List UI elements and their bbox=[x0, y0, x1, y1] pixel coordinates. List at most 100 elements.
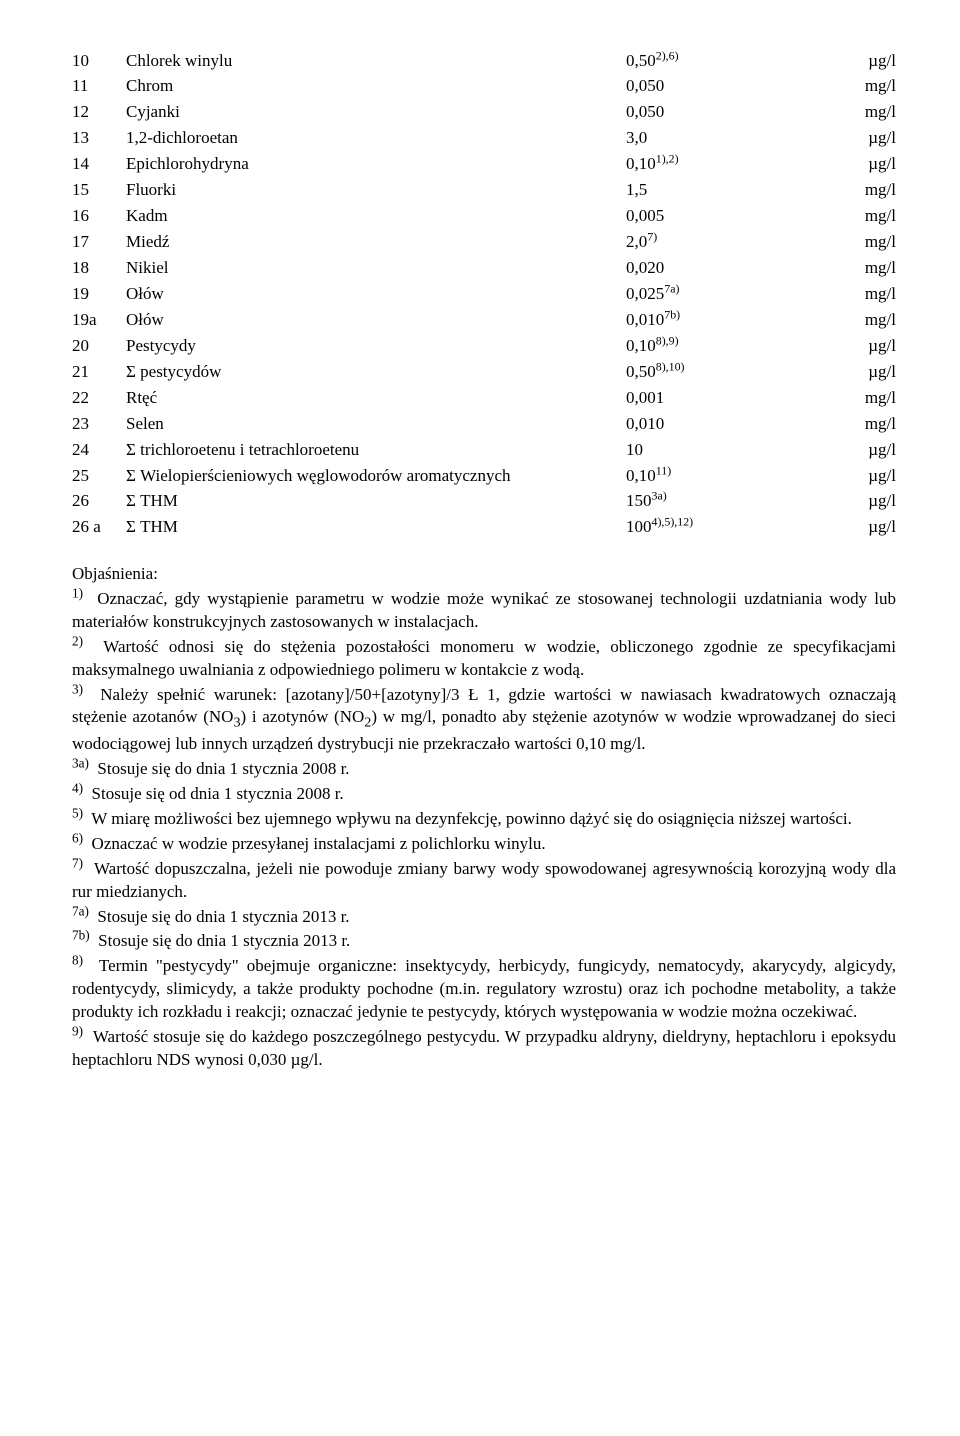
note-lead: 6) bbox=[72, 830, 83, 845]
table-row: 14Epichlorohydryna0,101),2)µg/l bbox=[72, 152, 896, 178]
table-row: 11Chrom0,050mg/l bbox=[72, 74, 896, 100]
table-row: 12Cyjanki0,050mg/l bbox=[72, 100, 896, 126]
parameter-value: 0,101),2) bbox=[626, 152, 806, 178]
parameter-name: Pestycydy bbox=[126, 333, 626, 359]
row-number: 14 bbox=[72, 152, 126, 178]
note-lead: 2) bbox=[72, 633, 83, 648]
value-superscript: 7) bbox=[647, 229, 657, 243]
table-row: 19aOłów0,0107b)mg/l bbox=[72, 307, 896, 333]
note-lead: 8) bbox=[72, 953, 83, 968]
note: 1) Oznaczać, gdy wystąpienie parametru w… bbox=[72, 588, 896, 634]
parameter-unit: mg/l bbox=[806, 385, 896, 411]
table-row: 26 aΣ THM1004),5),12)µg/l bbox=[72, 515, 896, 541]
row-number: 23 bbox=[72, 411, 126, 437]
value-superscript: 3a) bbox=[652, 489, 667, 503]
table-row: 16Kadm0,005mg/l bbox=[72, 204, 896, 230]
parameter-value: 1,5 bbox=[626, 178, 806, 204]
note: 8) Termin "pestycydy" obejmuje organiczn… bbox=[72, 955, 896, 1024]
parameter-name: Σ pestycydów bbox=[126, 359, 626, 385]
table-row: 24Σ trichloroetenu i tetrachloroetenu10µ… bbox=[72, 437, 896, 463]
value-superscript: 7a) bbox=[664, 281, 679, 295]
row-number: 12 bbox=[72, 100, 126, 126]
parameter-name: Kadm bbox=[126, 204, 626, 230]
parameter-name: Selen bbox=[126, 411, 626, 437]
parameter-value: 0,108),9) bbox=[626, 333, 806, 359]
value-superscript: 11) bbox=[656, 463, 671, 477]
parameter-unit: mg/l bbox=[806, 178, 896, 204]
table-row: 23Selen0,010mg/l bbox=[72, 411, 896, 437]
row-number: 11 bbox=[72, 74, 126, 100]
table-row: 20Pestycydy0,108),9)µg/l bbox=[72, 333, 896, 359]
note-lead: 7) bbox=[72, 855, 83, 870]
parameter-value: 2,07) bbox=[626, 230, 806, 256]
parameter-value: 0,010 bbox=[626, 411, 806, 437]
parameter-name: Σ trichloroetenu i tetrachloroetenu bbox=[126, 437, 626, 463]
parameter-name: Ołów bbox=[126, 281, 626, 307]
parameter-unit: µg/l bbox=[806, 437, 896, 463]
parameter-name: Rtęć bbox=[126, 385, 626, 411]
row-number: 26 a bbox=[72, 515, 126, 541]
parameter-unit: mg/l bbox=[806, 100, 896, 126]
parameter-unit: µg/l bbox=[806, 463, 896, 489]
parameter-value: 0,020 bbox=[626, 256, 806, 282]
parameter-name: Miedź bbox=[126, 230, 626, 256]
parameter-value: 0,001 bbox=[626, 385, 806, 411]
note-lead: 5) bbox=[72, 805, 83, 820]
parameter-name: Cyjanki bbox=[126, 100, 626, 126]
table-row: 15Fluorki1,5mg/l bbox=[72, 178, 896, 204]
parameter-unit: µg/l bbox=[806, 489, 896, 515]
parameter-name: Ołów bbox=[126, 307, 626, 333]
note-lead: 4) bbox=[72, 780, 83, 795]
parameter-value: 0,0107b) bbox=[626, 307, 806, 333]
table-row: 25Σ Wielopierścieniowych węglowodorów ar… bbox=[72, 463, 896, 489]
parameter-unit: mg/l bbox=[806, 411, 896, 437]
note-lead: 7b) bbox=[72, 928, 90, 943]
table-row: 26Σ THM1503a)µg/l bbox=[72, 489, 896, 515]
parameter-value: 0,0257a) bbox=[626, 281, 806, 307]
row-number: 16 bbox=[72, 204, 126, 230]
row-number: 24 bbox=[72, 437, 126, 463]
row-number: 20 bbox=[72, 333, 126, 359]
row-number: 26 bbox=[72, 489, 126, 515]
parameter-value: 0,050 bbox=[626, 100, 806, 126]
parameter-name: Epichlorohydryna bbox=[126, 152, 626, 178]
parameter-value: 0,050 bbox=[626, 74, 806, 100]
value-superscript: 4),5),12) bbox=[652, 515, 694, 529]
parameter-unit: mg/l bbox=[806, 74, 896, 100]
note: 9) Wartość stosuje się do każdego poszcz… bbox=[72, 1026, 896, 1072]
parameter-name: 1,2-dichloroetan bbox=[126, 126, 626, 152]
note-lead: 3a) bbox=[72, 755, 89, 770]
parameter-unit: µg/l bbox=[806, 126, 896, 152]
parameter-unit: mg/l bbox=[806, 256, 896, 282]
note: 7b) Stosuje się do dnia 1 stycznia 2013 … bbox=[72, 930, 896, 953]
parameter-name: Chrom bbox=[126, 74, 626, 100]
note: 2) Wartość odnosi się do stężenia pozost… bbox=[72, 636, 896, 682]
row-number: 22 bbox=[72, 385, 126, 411]
note: 5) W miarę możliwości bez ujemnego wpływ… bbox=[72, 808, 896, 831]
row-number: 21 bbox=[72, 359, 126, 385]
note-lead: 1) bbox=[72, 585, 83, 600]
parameter-name: Fluorki bbox=[126, 178, 626, 204]
parameter-unit: mg/l bbox=[806, 204, 896, 230]
parameter-unit: µg/l bbox=[806, 359, 896, 385]
parameter-value: 3,0 bbox=[626, 126, 806, 152]
parameter-name: Σ THM bbox=[126, 515, 626, 541]
parameter-table: 10Chlorek winylu0,502),6)µg/l11Chrom0,05… bbox=[72, 48, 896, 541]
table-row: 18Nikiel0,020mg/l bbox=[72, 256, 896, 282]
table-row: 10Chlorek winylu0,502),6)µg/l bbox=[72, 48, 896, 74]
parameter-name: Chlorek winylu bbox=[126, 48, 626, 74]
table-row: 21Σ pestycydów0,508),10)µg/l bbox=[72, 359, 896, 385]
table-row: 131,2-dichloroetan3,0µg/l bbox=[72, 126, 896, 152]
parameter-unit: µg/l bbox=[806, 48, 896, 74]
note-lead: 9) bbox=[72, 1024, 83, 1039]
parameter-unit: µg/l bbox=[806, 333, 896, 359]
parameter-unit: mg/l bbox=[806, 281, 896, 307]
note: 7) Wartość dopuszczalna, jeżeli nie powo… bbox=[72, 858, 896, 904]
parameter-name: Nikiel bbox=[126, 256, 626, 282]
parameter-unit: mg/l bbox=[806, 230, 896, 256]
parameter-name: Σ THM bbox=[126, 489, 626, 515]
subscript: 2 bbox=[364, 715, 371, 731]
parameter-unit: mg/l bbox=[806, 307, 896, 333]
notes-heading: Objaśnienia: bbox=[72, 563, 896, 586]
row-number: 13 bbox=[72, 126, 126, 152]
